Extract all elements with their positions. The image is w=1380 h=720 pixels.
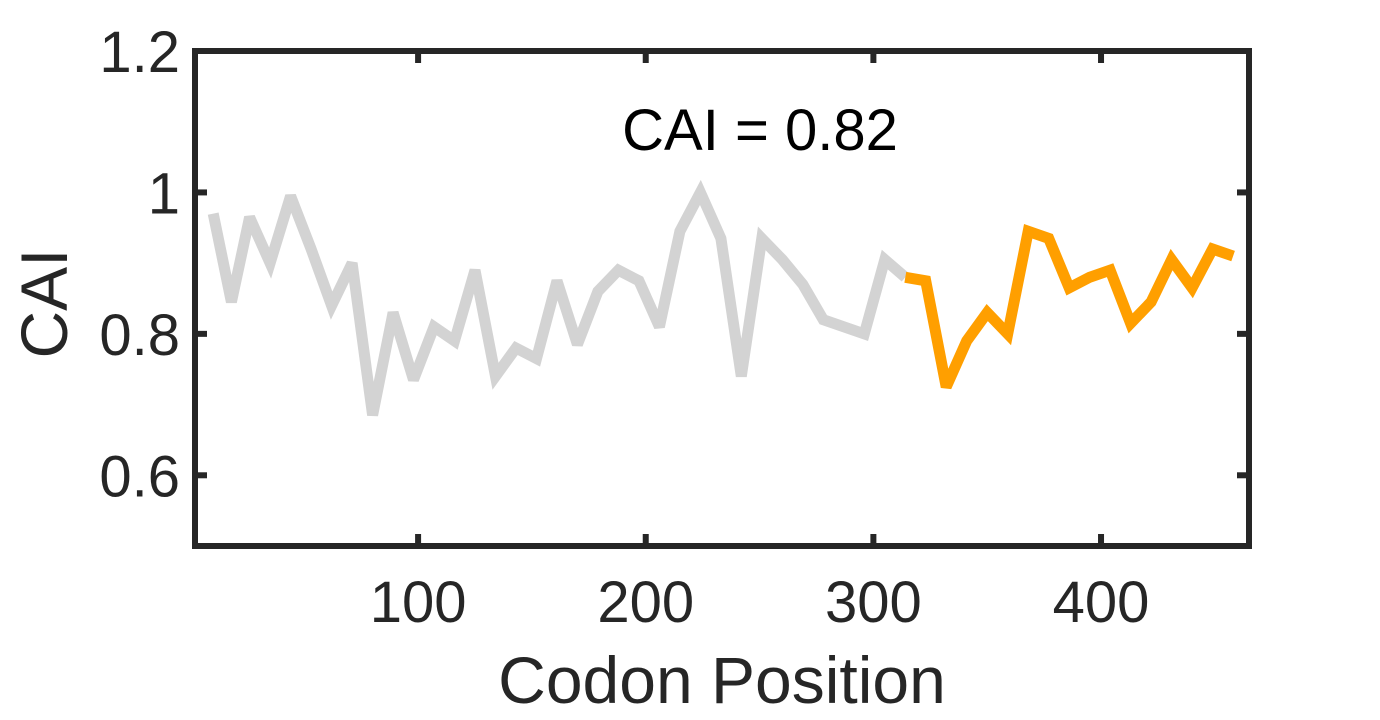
x-axis-title: Codon Position: [498, 643, 946, 717]
y-tick-label: 0.8: [99, 303, 180, 368]
y-tick-label: 0.6: [99, 444, 180, 509]
plot-frame: [192, 48, 1252, 549]
cai-annotation: CAI = 0.82: [622, 98, 898, 163]
y-tick-labels: 0.6 0.8 1 1.2: [99, 20, 180, 509]
y-axis-title: CAI: [7, 248, 81, 358]
series-line-1: [207, 179, 909, 417]
series-line-2: [904, 224, 1235, 390]
x-tick-label: 400: [1053, 570, 1150, 635]
y-tick-label: 1: [148, 161, 180, 226]
series-lines: [207, 179, 1235, 417]
y-tick-label: 1.2: [99, 20, 180, 85]
x-tick-label: 300: [825, 570, 922, 635]
x-tick-labels: 100 200 300 400: [370, 570, 1150, 635]
x-tick-label: 100: [370, 570, 467, 635]
x-tick-label: 200: [597, 570, 694, 635]
